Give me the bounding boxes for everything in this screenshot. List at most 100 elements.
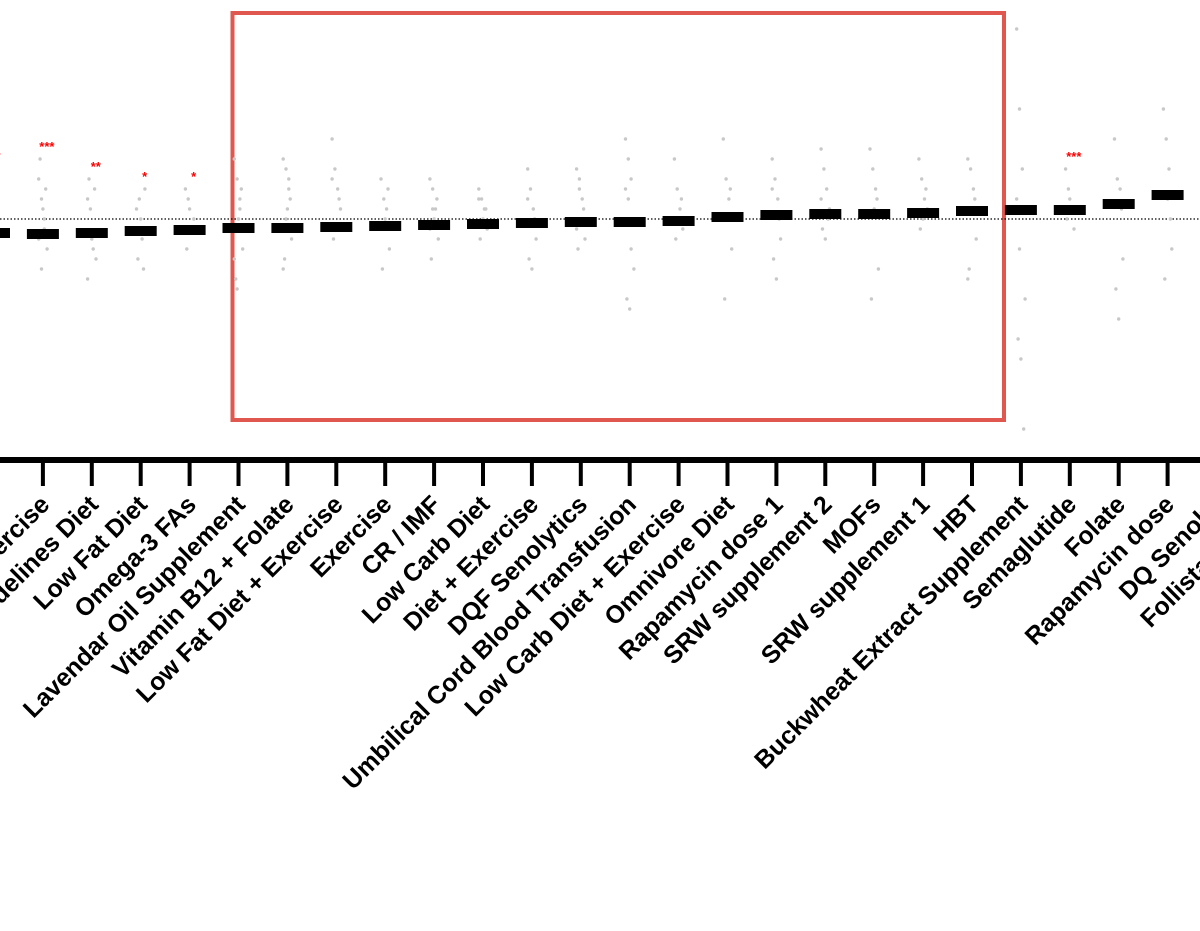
- significance-marker: *: [191, 169, 197, 184]
- data-point: [576, 247, 580, 251]
- data-point: [920, 177, 924, 181]
- data-point: [577, 177, 582, 181]
- data-point: [770, 187, 774, 191]
- data-point: [822, 167, 826, 171]
- data-point: [235, 287, 239, 291]
- data-point: [39, 197, 44, 201]
- data-point: [85, 277, 90, 281]
- data-point: [88, 207, 93, 211]
- mean-bar: [271, 223, 304, 233]
- mean-bar: [320, 222, 353, 232]
- data-point: [678, 207, 682, 211]
- data-point: [479, 197, 484, 201]
- mean-bar: [515, 218, 548, 228]
- data-point: [185, 247, 189, 251]
- data-point: [1020, 167, 1024, 171]
- data-point: [436, 237, 440, 241]
- data-point: [337, 197, 341, 201]
- data-point: [876, 267, 881, 271]
- data-point: [239, 187, 243, 191]
- data-point: [819, 197, 823, 201]
- mean-bar: [0, 228, 10, 238]
- data-point: [974, 237, 978, 241]
- data-point: [284, 217, 288, 221]
- data-point: [675, 187, 679, 191]
- data-point: [681, 227, 685, 231]
- significance-marker: **: [91, 159, 102, 174]
- data-point: [527, 257, 531, 261]
- data-point: [1016, 337, 1020, 341]
- data-point: [1164, 137, 1168, 141]
- data-point: [235, 177, 239, 181]
- data-point: [1161, 107, 1166, 111]
- x-axis: [0, 457, 1200, 486]
- data-point: [871, 167, 875, 171]
- mean-bar: [467, 219, 499, 229]
- data-point: [526, 197, 530, 201]
- data-point: [1015, 197, 1019, 201]
- data-point: [431, 187, 435, 191]
- data-point: [143, 187, 147, 191]
- data-point: [724, 177, 728, 181]
- data-point: [1115, 177, 1120, 181]
- data-point: [141, 267, 146, 271]
- data-point: [776, 197, 780, 201]
- data-point: [92, 187, 97, 191]
- data-point: [284, 167, 288, 171]
- data-point: [1170, 247, 1174, 251]
- data-point: [383, 217, 387, 221]
- data-point: [966, 277, 970, 281]
- data-point: [770, 157, 774, 161]
- data-point: [623, 137, 628, 141]
- data-point: [721, 137, 725, 141]
- mean-bar: [75, 228, 108, 238]
- mean-bar: [173, 225, 206, 235]
- data-point: [384, 207, 389, 211]
- data-point: [330, 177, 334, 181]
- data-point: [87, 177, 91, 181]
- data-point: [625, 297, 629, 301]
- data-point: [868, 147, 872, 151]
- data-point: [1022, 427, 1026, 431]
- mean-bar: [26, 229, 59, 239]
- data-point: [45, 247, 49, 251]
- data-point: [973, 197, 977, 201]
- data-point: [628, 307, 632, 311]
- data-point: [428, 177, 432, 181]
- data-point: [431, 207, 435, 211]
- data-point: [679, 197, 684, 201]
- data-point: [287, 187, 291, 191]
- data-point: [94, 257, 98, 261]
- data-point: [429, 257, 433, 261]
- mean-bar: [907, 208, 940, 218]
- data-point: [629, 247, 633, 251]
- data-point: [574, 167, 579, 171]
- data-point: [336, 187, 340, 191]
- significance-marker: *: [142, 169, 148, 184]
- mean-bar: [1102, 199, 1135, 209]
- data-point: [238, 197, 242, 201]
- mean-bar: [956, 206, 988, 216]
- data-point: [330, 137, 334, 141]
- mean-bar: [222, 223, 255, 233]
- data-point: [971, 187, 976, 191]
- data-point: [477, 197, 481, 201]
- data-point: [484, 207, 488, 211]
- data-point: [577, 187, 582, 191]
- mean-bar: [613, 217, 646, 227]
- data-point: [387, 247, 392, 251]
- data-point: [287, 177, 291, 181]
- significance-marker: *: [0, 149, 1, 164]
- data-point: [1114, 287, 1118, 291]
- mean-bar: [124, 226, 157, 236]
- data-point: [41, 207, 45, 211]
- data-point: [37, 177, 41, 181]
- data-point: [771, 257, 776, 261]
- data-point: [778, 237, 783, 241]
- data-point: [285, 207, 290, 211]
- data-point: [380, 267, 385, 271]
- data-point: [966, 157, 970, 161]
- data-point: [623, 187, 628, 191]
- data-point: [134, 207, 139, 211]
- data-point: [234, 277, 238, 281]
